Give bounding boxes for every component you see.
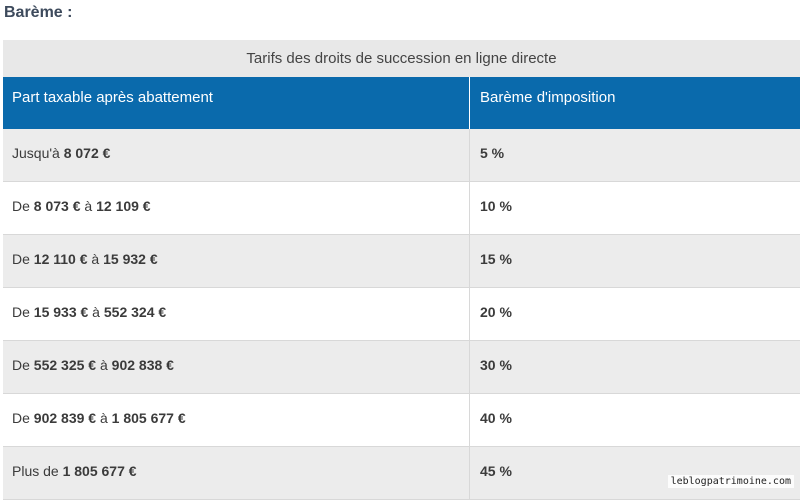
taxable-part-cell: De 15 933 € à 552 324 € — [3, 288, 470, 340]
table-row: Jusqu'à 8 072 € 5 % — [3, 129, 800, 182]
column-header-tax-rate: Barème d'imposition — [470, 77, 800, 129]
taxable-part-cell: De 552 325 € à 902 838 € — [3, 341, 470, 393]
tax-rate-cell: 20 % — [470, 288, 800, 340]
inheritance-tax-table: Tarifs des droits de succession en ligne… — [3, 40, 800, 500]
tax-rate-cell: 45 % — [470, 447, 800, 499]
taxable-part-cell: Jusqu'à 8 072 € — [3, 129, 470, 181]
taxable-part-cell: De 12 110 € à 15 932 € — [3, 235, 470, 287]
table-row: De 15 933 € à 552 324 € 20 % — [3, 288, 800, 341]
table-caption: Tarifs des droits de succession en ligne… — [3, 40, 800, 77]
tax-rate-cell: 40 % — [470, 394, 800, 446]
table-row: De 902 839 € à 1 805 677 € 40 % — [3, 394, 800, 447]
table-row: De 552 325 € à 902 838 € 30 % — [3, 341, 800, 394]
tax-rate-cell: 10 % — [470, 182, 800, 234]
table-row: De 8 073 € à 12 109 € 10 % — [3, 182, 800, 235]
tax-rate-cell: 5 % — [470, 129, 800, 181]
page-heading: Barème : — [4, 4, 72, 22]
table-row: Plus de 1 805 677 € 45 % — [3, 447, 800, 500]
column-header-taxable-part: Part taxable après abattement — [3, 77, 470, 129]
tax-rate-cell: 15 % — [470, 235, 800, 287]
taxable-part-cell: Plus de 1 805 677 € — [3, 447, 470, 499]
taxable-part-cell: De 902 839 € à 1 805 677 € — [3, 394, 470, 446]
table-row: De 12 110 € à 15 932 € 15 % — [3, 235, 800, 288]
taxable-part-cell: De 8 073 € à 12 109 € — [3, 182, 470, 234]
table-header-row: Part taxable après abattement Barème d'i… — [3, 77, 800, 129]
site-watermark: leblogpatrimoine.com — [668, 475, 794, 488]
tax-rate-cell: 30 % — [470, 341, 800, 393]
